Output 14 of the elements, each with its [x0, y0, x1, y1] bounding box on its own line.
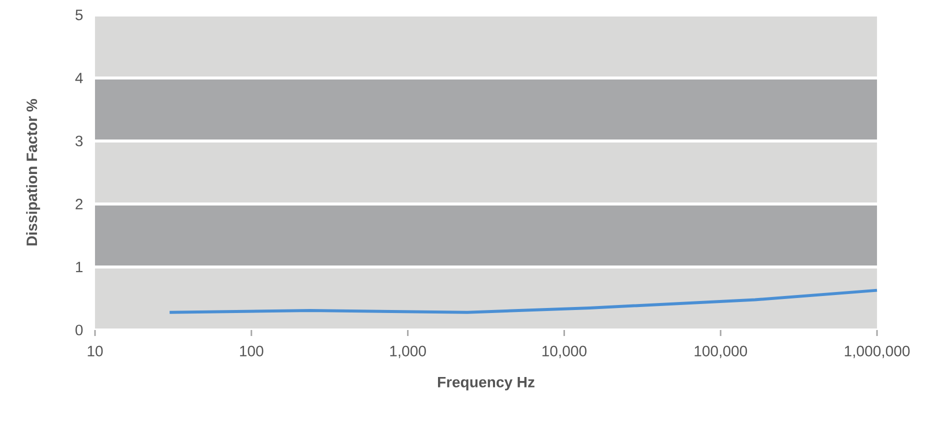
- x-tick-label: 1,000,000: [844, 346, 910, 358]
- y-tick-label: 5: [76, 10, 83, 20]
- x-tick-label: 100,000: [694, 346, 748, 358]
- x-tick-label: 10,000: [542, 346, 586, 358]
- x-tick-label: 1,000: [390, 346, 426, 358]
- y-tick-label: 4: [75, 72, 83, 84]
- y-tick-label: 0: [76, 324, 83, 336]
- y-tick-label: 3: [75, 136, 83, 146]
- y-axis-title: Dissipation Factor %: [26, 99, 40, 246]
- x-axis-title: Frequency Hz: [438, 376, 534, 390]
- x-tick-label: 10: [88, 346, 103, 356]
- x-tick-label: 100: [240, 346, 264, 356]
- y-tick-label: 1: [76, 262, 83, 272]
- y-tick-label: 2: [76, 198, 82, 210]
